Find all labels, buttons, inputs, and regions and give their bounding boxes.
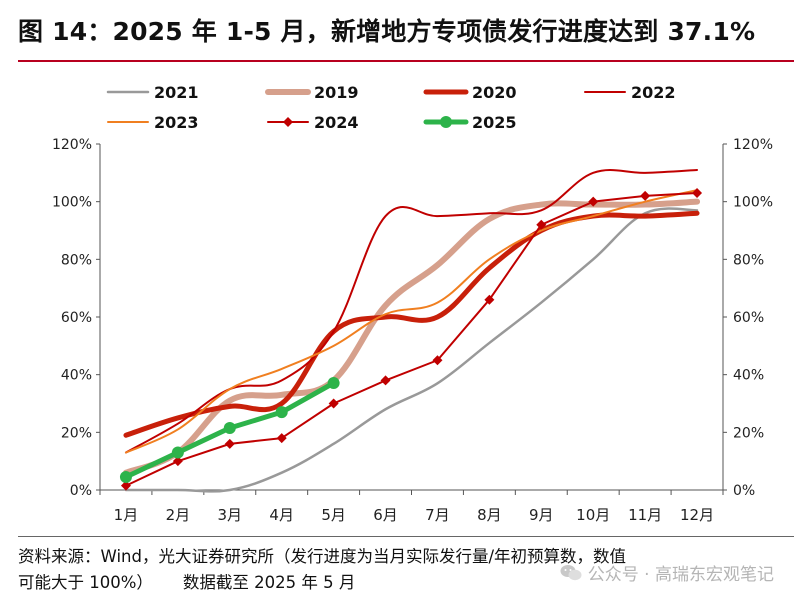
source-note-line-1: 资料来源：Wind，光大证券研究所（发行进度为当月实际发行量/年初预算数，数值: [18, 547, 627, 566]
data-point-2024: [224, 438, 235, 449]
series-line-2021: [124, 207, 699, 493]
footer-rule: [18, 536, 794, 537]
data-point-2025: [275, 406, 288, 419]
legend-item-2022: 2022: [584, 83, 676, 102]
y-tick-label-right: 120%: [733, 137, 773, 153]
data-point-2024: [640, 190, 651, 201]
legend-item-2020: 2020: [423, 83, 517, 102]
legend-marker-2025: [440, 116, 452, 128]
x-tick-label: 2月: [166, 506, 191, 524]
source-note-line-2b: 数据截至 2025 年 5 月: [182, 573, 356, 592]
legend-item-2023: 2023: [107, 113, 199, 132]
data-point-2024: [432, 355, 443, 366]
y-tick-label-right: 80%: [733, 252, 764, 268]
data-point-2024: [172, 456, 183, 467]
legend-label-2022: 2022: [631, 83, 676, 102]
y-tick-label-left: 80%: [61, 252, 92, 268]
source-note-line-2a: 可能大于 100%）: [18, 573, 153, 592]
legend-item-2024: 2024: [267, 113, 359, 132]
legend-label-2025: 2025: [472, 113, 517, 132]
watermark: 公众号 · 高瑞东宏观笔记: [560, 560, 774, 585]
y-tick-label-left: 40%: [61, 368, 92, 384]
y-tick-label-left: 20%: [61, 425, 92, 441]
chart-series: [119, 168, 703, 493]
series-2023: [124, 189, 699, 454]
data-point-2025: [171, 446, 184, 459]
data-point-2024: [692, 188, 703, 199]
y-tick-label-left: 100%: [52, 195, 92, 211]
legend-label-2024: 2024: [314, 113, 359, 132]
x-tick-label: 8月: [477, 506, 502, 524]
line-chart: 2021 2019 2020 2022 2023 2024 2025 0% 0% 20% 20% 4…: [52, 83, 773, 524]
data-point-2025: [119, 471, 132, 484]
data-point-2024: [588, 196, 599, 207]
series-2025: [119, 377, 340, 484]
legend-item-2019: 2019: [265, 83, 359, 102]
chart-legend: 2021 2019 2020 2022 2023 2024 2025: [106, 83, 676, 132]
x-tick-label: 7月: [425, 506, 450, 524]
y-tick-label-right: 60%: [733, 310, 764, 326]
wechat-icon: [560, 564, 582, 580]
x-tick-label: 6月: [373, 506, 398, 524]
y-tick-label-left: 0%: [70, 483, 92, 499]
y-tick-label-right: 100%: [733, 195, 773, 211]
data-point-2024: [484, 294, 495, 305]
source-note-line-2: 可能大于 100%） 数据截至 2025 年 5 月: [18, 570, 798, 596]
data-point-2024: [328, 398, 339, 409]
x-tick-label: 12月: [680, 506, 714, 524]
y-tick-label-left: 120%: [52, 137, 92, 153]
legend-label-2023: 2023: [154, 113, 199, 132]
x-tick-label: 3月: [218, 506, 243, 524]
legend-label-2021: 2021: [154, 83, 199, 102]
y-tick-label-left: 60%: [61, 310, 92, 326]
legend-item-2021: 2021: [106, 83, 199, 102]
series-line-2023: [124, 189, 699, 454]
series-2021: [124, 207, 699, 493]
x-tick-label: 10月: [576, 506, 610, 524]
data-point-2025: [327, 377, 340, 390]
series-line-2024: [124, 192, 699, 487]
x-tick-label: 11月: [628, 506, 662, 524]
legend-marker-2024: [283, 117, 293, 127]
title-rule: [18, 60, 794, 62]
x-tick-label: 5月: [321, 506, 346, 524]
watermark-text: 公众号 · 高瑞东宏观笔记: [587, 565, 774, 585]
y-tick-label-right: 40%: [733, 368, 764, 384]
figure-title: 图 14：2025 年 1-5 月，新增地方专项债发行进度达到 37.1%: [18, 17, 756, 46]
data-point-2024: [120, 480, 131, 491]
data-point-2024: [276, 433, 287, 444]
data-point-2025: [223, 422, 236, 435]
y-tick-label-right: 0%: [733, 483, 755, 499]
series-2024: [120, 188, 703, 491]
legend-label-2019: 2019: [314, 83, 359, 102]
legend-label-2020: 2020: [472, 83, 517, 102]
y-tick-label-right: 20%: [733, 425, 764, 441]
data-point-2024: [380, 375, 391, 386]
legend-item-2025: 2025: [423, 113, 517, 132]
x-tick-label: 1月: [114, 506, 139, 524]
x-tick-label: 4月: [269, 506, 294, 524]
source-note: 资料来源：Wind，光大证券研究所（发行进度为当月实际发行量/年初预算数，数值 …: [18, 544, 798, 596]
x-tick-label: 9月: [529, 506, 554, 524]
data-point-2024: [536, 219, 547, 230]
